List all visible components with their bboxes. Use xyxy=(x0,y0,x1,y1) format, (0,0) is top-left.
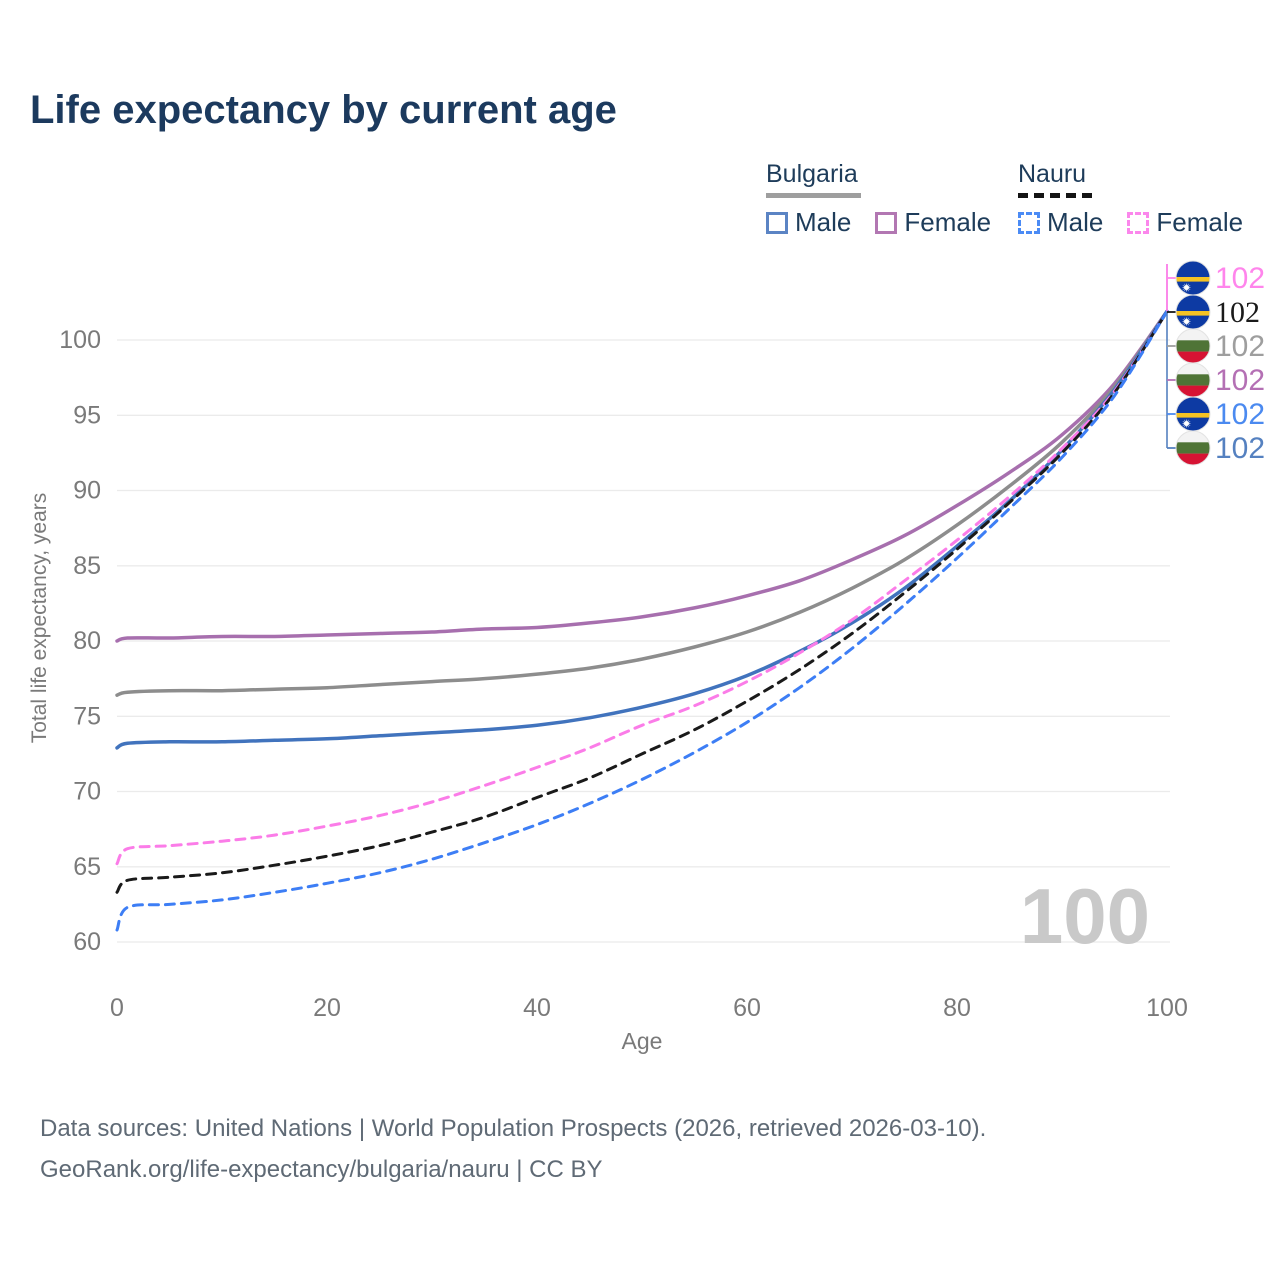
y-tick-label: 60 xyxy=(73,928,101,956)
nauru-flag-icon xyxy=(1176,261,1210,295)
legend-country-underline-solid xyxy=(766,193,861,198)
dashed-checkbox-icon[interactable] xyxy=(1018,211,1040,234)
legend-item-label: Male xyxy=(1047,207,1104,237)
y-tick-label: 95 xyxy=(73,401,101,429)
dashed-checkbox-icon[interactable] xyxy=(1127,211,1150,234)
flag-ring xyxy=(1175,430,1211,466)
series-line-nauru-both[interactable] xyxy=(115,309,1169,894)
data-sources-text: Data sources: United Nations | World Pop… xyxy=(40,1115,987,1142)
end-label-value-bulgaria-female: 102 xyxy=(1215,364,1265,397)
age-counter-watermark: 100 xyxy=(1020,872,1150,960)
solid-checkbox-icon[interactable] xyxy=(766,211,788,234)
end-label-value-nauru-male: 102 xyxy=(1215,398,1265,431)
legend-item-label: Female xyxy=(904,207,992,237)
nauru-flag-icon xyxy=(1176,397,1210,431)
series-line-bulgaria-male[interactable] xyxy=(115,309,1169,750)
end-label-value-bulgaria-male: 102 xyxy=(1215,432,1265,465)
nauru-flag-icon xyxy=(1176,295,1210,329)
legend-country-label[interactable]: Nauru xyxy=(1018,160,1087,188)
legend-item-nauru-male[interactable]: Male xyxy=(1018,207,1103,238)
y-axis-title: Total life expectancy, years xyxy=(28,493,51,744)
x-tick-label: 20 xyxy=(313,994,341,1022)
y-tick-label: 70 xyxy=(73,778,101,806)
y-tick-label: 90 xyxy=(73,477,101,505)
series-line-nauru-male[interactable] xyxy=(115,309,1169,932)
star-icon xyxy=(1181,418,1192,429)
x-tick-label: 0 xyxy=(110,994,124,1022)
x-tick-label: 60 xyxy=(733,994,761,1022)
bulgaria-flag-icon xyxy=(1176,329,1210,363)
legend-item-bulgaria-female[interactable]: Female xyxy=(875,207,991,238)
legend-item-nauru-female[interactable]: Female xyxy=(1127,207,1243,238)
y-tick-label: 75 xyxy=(73,702,101,730)
legend-group-nauru: Nauru Male Female xyxy=(1018,160,1243,238)
legend-country-underline-dashed xyxy=(1018,193,1092,198)
y-tick-label: 85 xyxy=(73,552,101,580)
attribution-link-text[interactable]: GeoRank.org/life-expectancy/bulgaria/nau… xyxy=(40,1156,603,1183)
series-line-bulgaria-female[interactable] xyxy=(115,309,1169,643)
end-label-value-nauru-both: 102 xyxy=(1215,296,1260,329)
series-line-bulgaria-both[interactable] xyxy=(115,309,1169,697)
solid-checkbox-icon[interactable] xyxy=(875,211,898,234)
star-icon xyxy=(1181,316,1192,327)
y-tick-label: 100 xyxy=(59,326,101,354)
page-title: Life expectancy by current age xyxy=(30,88,617,132)
y-tick-label: 80 xyxy=(73,627,101,655)
end-label-value-nauru-female: 102 xyxy=(1215,262,1265,295)
chart-footer: Data sources: United Nations | World Pop… xyxy=(40,1108,1240,1190)
star-icon xyxy=(1181,282,1192,293)
series-line-nauru-female[interactable] xyxy=(115,309,1169,866)
legend-item-bulgaria-male[interactable]: Male xyxy=(766,207,851,238)
x-axis-title: Age xyxy=(622,1028,663,1054)
end-label-value-bulgaria-both: 102 xyxy=(1215,330,1265,363)
bulgaria-flag-icon xyxy=(1176,363,1210,397)
legend-item-label: Male xyxy=(795,207,852,237)
x-tick-label: 100 xyxy=(1146,994,1188,1022)
legend-group-bulgaria: Bulgaria Male Female xyxy=(766,160,991,238)
legend-item-label: Female xyxy=(1156,207,1244,237)
bulgaria-flag-icon xyxy=(1176,431,1210,465)
chart-legend: Bulgaria Male Female Nauru Male Female xyxy=(0,160,1280,240)
x-tick-label: 80 xyxy=(943,994,971,1022)
legend-country-label[interactable]: Bulgaria xyxy=(766,160,858,188)
y-tick-label: 65 xyxy=(73,853,101,881)
x-tick-label: 40 xyxy=(523,994,551,1022)
